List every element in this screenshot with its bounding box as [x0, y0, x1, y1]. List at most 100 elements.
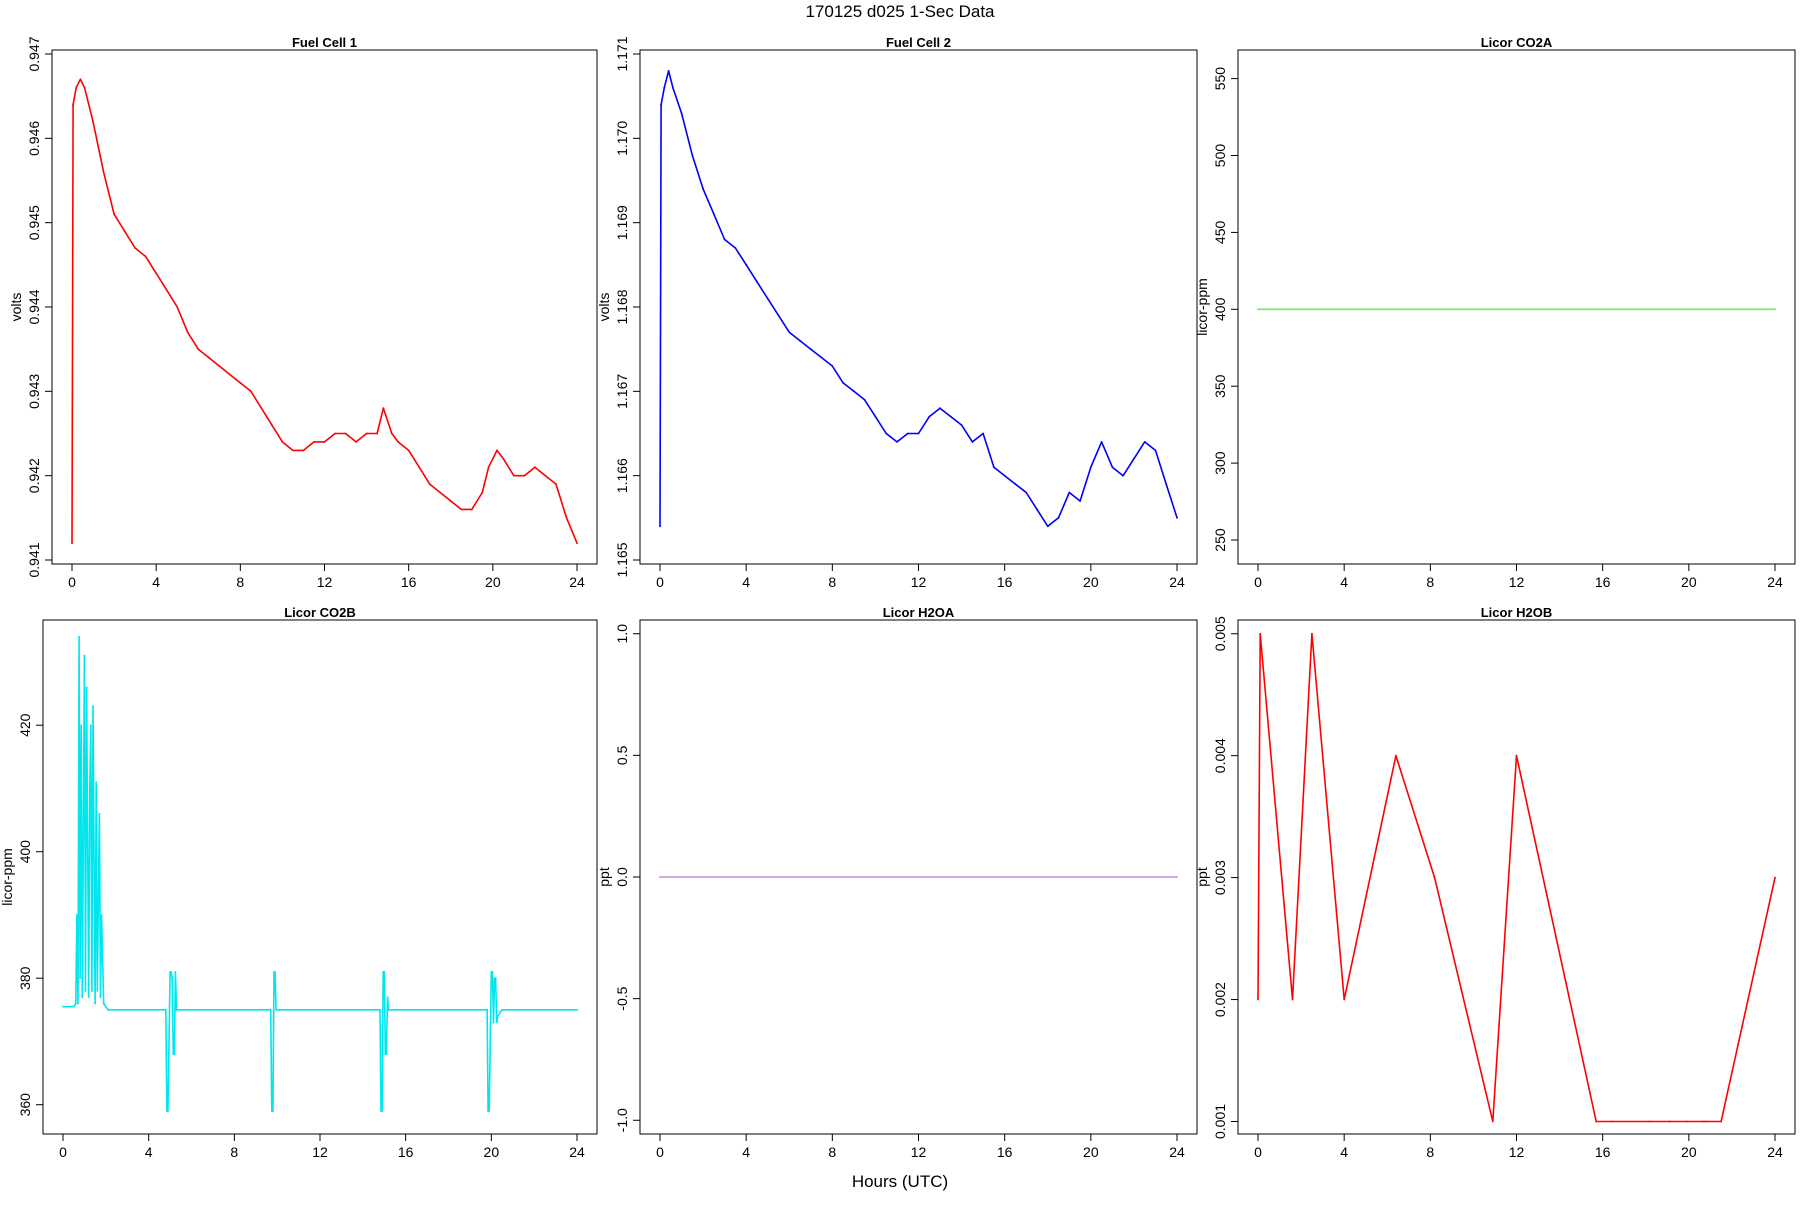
panel-licor-h2ob-data-point — [1595, 1120, 1598, 1123]
panel-licor-h2ob-data-point — [1610, 1120, 1613, 1123]
panel-licor-co2b-data-point — [494, 977, 497, 980]
panel-fuel-cell-1-y-tick-label: 0.945 — [26, 205, 42, 240]
panel-fuel-cell-2-data-point — [982, 432, 984, 435]
panel-licor-co2b-data-point — [87, 996, 90, 999]
panel-licor-co2b-data-point — [297, 1008, 300, 1011]
panel-licor-h2ob-y-tick-label: 0.004 — [1212, 738, 1228, 773]
panel-licor-co2b-data-point — [212, 1008, 214, 1011]
panel-licor-h2ob-data-point — [1259, 632, 1262, 635]
panel-fuel-cell-1-data-point — [496, 449, 498, 452]
panel-licor-co2b-data-point — [254, 1008, 257, 1011]
panel-fuel-cell-1-y-tick-label: 0.942 — [26, 458, 42, 493]
panel-licor-co2b-y-tick-label: 360 — [17, 1093, 33, 1117]
panel-fuel-cell-2-data-point — [1003, 474, 1006, 477]
panel-fuel-cell-1-data-point — [207, 356, 210, 359]
panel-licor-co2b-y-tick-label: 380 — [17, 966, 33, 990]
panel-fuel-cell-1-data-point — [144, 255, 147, 258]
panel-licor-co2a-frame — [1237, 49, 1796, 565]
panel-fuel-cell-1-data-point — [79, 78, 82, 81]
panel-fuel-cell-1-data-point — [218, 365, 221, 367]
panel-fuel-cell-1-data-point — [344, 432, 347, 435]
panel-fuel-cell-1-data-point — [71, 542, 73, 544]
panel-licor-h2ob-data-point — [1343, 998, 1346, 1001]
panel-fuel-cell-2-data-point — [680, 112, 683, 114]
panel-fuel-cell-2-data-point — [1068, 491, 1071, 494]
panel-licor-co2b-data-point — [426, 1008, 428, 1011]
panel-fuel-cell-2-data-point — [1154, 449, 1157, 452]
panel-fuel-cell-1-data-point — [534, 466, 536, 469]
panel-fuel-cell-1-y-tick-label: 0.946 — [26, 121, 42, 156]
panel-licor-co2a-y-tick-label: 350 — [1212, 374, 1228, 398]
panel-fuel-cell-2-data-point — [831, 365, 834, 367]
panel-licor-h2ob-data-point — [1311, 632, 1313, 635]
panel-licor-co2b-data-point — [379, 1008, 381, 1011]
panel-licor-h2ob-data-point — [1685, 1120, 1688, 1123]
panel-fuel-cell-1-data-point — [313, 441, 315, 443]
panel-licor-h2oa-x-tick-label: 8 — [828, 1144, 836, 1160]
panel-licor-h2ob-x-tick-label: 16 — [1595, 1144, 1611, 1160]
panel-fuel-cell-1-data-point — [165, 289, 168, 291]
panel-licor-h2oa-x-tick-label: 12 — [911, 1144, 927, 1160]
panel-licor-co2b-data-point — [99, 996, 102, 999]
panel-licor-co2b-data-point — [104, 1005, 107, 1008]
panel-fuel-cell-2-data-point — [734, 247, 737, 249]
panel-fuel-cell-2-data-point — [1143, 441, 1146, 443]
panel-licor-co2b-data-point — [109, 1008, 111, 1011]
panel-licor-h2ob-data-point — [1649, 1120, 1651, 1123]
panel-licor-co2a-title: Licor CO2A — [1481, 35, 1553, 50]
panel-licor-co2b-x-tick-label: 4 — [145, 1144, 153, 1160]
panel-fuel-cell-1-data-point — [470, 508, 473, 511]
panel-fuel-cell-1-x-tick-label: 12 — [317, 574, 333, 590]
panel-licor-h2ob-y-tick-label: 0.005 — [1212, 616, 1228, 651]
panel-licor-co2b-data-point — [175, 1008, 178, 1011]
panel-fuel-cell-2-data-point — [660, 103, 662, 106]
panel-fuel-cell-2-y-tick-label: 1.170 — [614, 121, 630, 156]
panel-licor-co2a-x-tick-label: 12 — [1509, 574, 1525, 590]
panel-fuel-cell-2-x-tick-label: 8 — [828, 574, 836, 590]
panel-licor-co2b-data-point — [501, 1008, 503, 1011]
panel-licor-h2ob-x-tick-label: 0 — [1254, 1144, 1262, 1160]
panel-fuel-cell-1-data-point — [113, 213, 115, 216]
panel-licor-h2ob-data-point — [1433, 876, 1436, 879]
panel-fuel-cell-1-data-point — [397, 441, 399, 443]
panel-fuel-cell-1-data-point — [239, 382, 242, 384]
panel-fuel-cell-2-data-point — [820, 356, 823, 359]
panel-licor-co2b-data-point — [84, 990, 87, 992]
panel-licor-co2b-data-point — [81, 996, 84, 999]
panel-licor-co2b-data-point — [179, 1008, 182, 1011]
panel-fuel-cell-2-data-point — [939, 407, 941, 410]
panel-licor-co2a-x-tick-label: 8 — [1426, 574, 1434, 590]
panel-licor-h2oa-y-tick-label: -0.5 — [614, 986, 630, 1010]
panel-licor-h2oa-y-tick-label: 0.5 — [614, 745, 630, 765]
panel-licor-co2b-data-point — [491, 971, 494, 973]
panel-licor-h2ob-data-point — [1291, 998, 1294, 1001]
panel-fuel-cell-1-x-tick-label: 0 — [68, 574, 76, 590]
panel-licor-co2b-data-point — [385, 1053, 388, 1055]
panel-licor-co2b-data-point — [269, 1008, 272, 1011]
panel-licor-h2oa-title: Licor H2OA — [883, 605, 955, 620]
panel-fuel-cell-2-y-tick-label: 1.166 — [614, 458, 630, 493]
panel-licor-h2oa-y-tick-label: 1.0 — [614, 624, 630, 644]
panel-licor-co2b-data-point — [147, 1008, 150, 1011]
panel-licor-co2b-data-point — [98, 812, 101, 815]
panel-fuel-cell-2-data-point — [663, 86, 666, 89]
panel-licor-h2ob-data-point — [1705, 1120, 1707, 1123]
panel-licor-h2ob-x-tick-label: 20 — [1681, 1144, 1697, 1160]
panel-licor-co2a-x-tick-label: 24 — [1767, 574, 1783, 590]
panel-fuel-cell-2-data-point — [1057, 516, 1060, 519]
panel-fuel-cell-1-x-tick-label: 24 — [569, 574, 585, 590]
panel-licor-h2ob-data-point — [1515, 754, 1518, 757]
panel-licor-co2b-data-point — [115, 1008, 118, 1011]
panel-fuel-cell-2-frame — [639, 49, 1198, 565]
panel-fuel-cell-2-y-tick-label: 1.169 — [614, 205, 630, 240]
panel-fuel-cell-2-data-point — [745, 263, 748, 266]
panel-fuel-cell-1-data-point — [487, 466, 490, 469]
panel-licor-h2ob: Licor H2OB 0 4 8 12 16 20 24 0.001 0.002 0.003 0.00… — [1194, 605, 1796, 1160]
panel-fuel-cell-2-data-point — [1025, 491, 1028, 494]
panel-fuel-cell-2-y-tick-label: 1.167 — [614, 374, 630, 409]
panel-licor-co2b-data-point — [92, 705, 94, 708]
panel-fuel-cell-2-data-point — [788, 331, 791, 334]
panel-licor-co2b-data-point — [164, 1008, 167, 1011]
panel-fuel-cell-2-x-tick-label: 12 — [911, 574, 927, 590]
panel-licor-co2b-data-point — [100, 914, 103, 916]
